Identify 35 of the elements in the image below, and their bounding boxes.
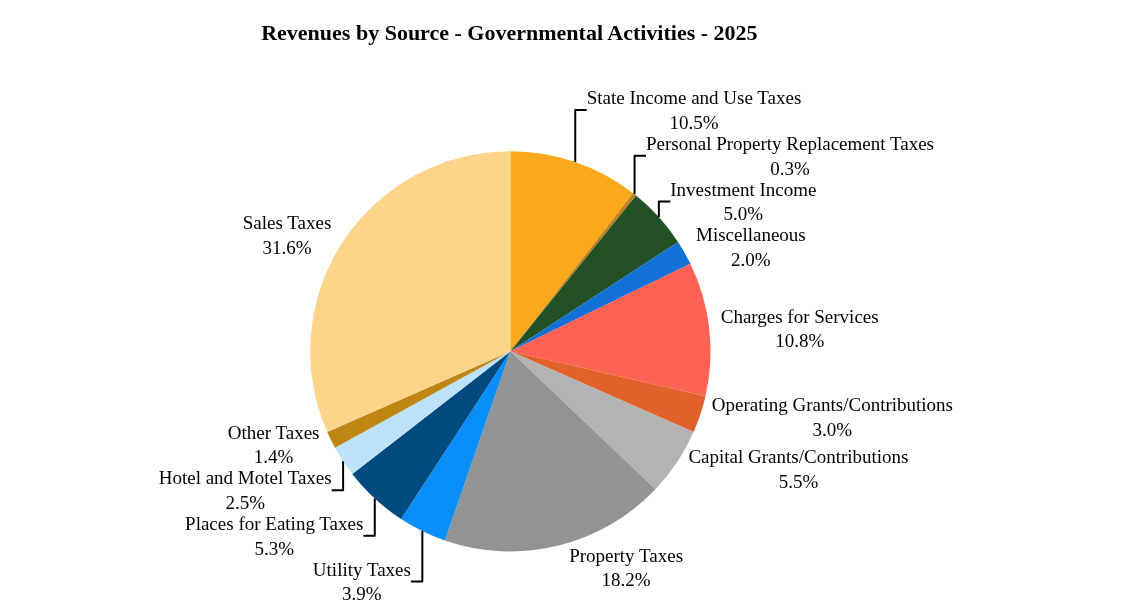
slice-label: Operating Grants/Contributions bbox=[711, 393, 953, 415]
slice-label: Capital Grants/Contributions bbox=[688, 446, 909, 468]
slice-label: Miscellaneous bbox=[696, 224, 806, 246]
data-label: 0.3% bbox=[770, 157, 810, 179]
slice-label: Property Taxes bbox=[569, 544, 684, 566]
pie-slice bbox=[352, 351, 511, 519]
slice-label: Personal Property Replacement Taxes bbox=[645, 132, 934, 154]
chart-title: Revenues by Source - Governmental Activities - 2025 bbox=[261, 19, 758, 45]
pie-slice bbox=[401, 351, 511, 541]
data-label: 3.0% bbox=[812, 418, 853, 440]
data-label: 5.3% bbox=[254, 537, 295, 559]
data-label: 5.5% bbox=[778, 471, 819, 493]
slice-label: Hotel and Motel Taxes bbox=[158, 467, 332, 489]
slice-label: Places for Eating Taxes bbox=[185, 513, 364, 535]
data-label: 2.5% bbox=[225, 492, 266, 514]
data-label: 5.0% bbox=[723, 203, 764, 225]
slice-label: Investment Income bbox=[670, 178, 817, 200]
slice-label: State Income and Use Taxes bbox=[586, 87, 802, 109]
pie-slice bbox=[335, 351, 511, 475]
data-label: 2.0% bbox=[731, 249, 771, 271]
data-label: 10.8% bbox=[775, 330, 825, 352]
pie-slice bbox=[510, 151, 634, 352]
slice-label: Other Taxes bbox=[227, 421, 320, 443]
slice-label: Charges for Services bbox=[720, 305, 879, 327]
slice-label: Sales Taxes bbox=[242, 212, 332, 234]
slice-label: Utility Taxes bbox=[312, 558, 411, 580]
data-label: 3.9% bbox=[342, 583, 382, 603]
data-label: 1.4% bbox=[253, 446, 294, 468]
data-label: 10.5% bbox=[669, 111, 719, 133]
pie-slice bbox=[510, 263, 711, 397]
data-label: 18.2% bbox=[601, 569, 651, 591]
data-label: 31.6% bbox=[262, 237, 312, 259]
pie-slice bbox=[510, 242, 691, 352]
pie-slice bbox=[510, 351, 706, 433]
pie-slice bbox=[510, 195, 679, 352]
